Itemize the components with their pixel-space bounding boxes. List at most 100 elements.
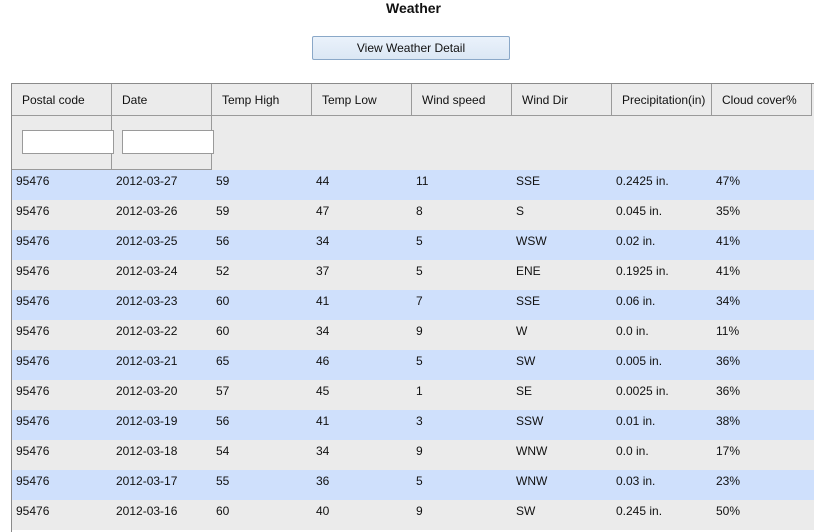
column-header-date[interactable]: Date xyxy=(112,84,212,116)
table-row[interactable]: 95476 2012-03-25 56 34 5 WSW 0.02 in. 41% xyxy=(12,230,814,260)
cell-temp-high: 56 xyxy=(216,234,230,248)
cell-postal-code: 95476 xyxy=(16,174,50,188)
cell-temp-low: 44 xyxy=(316,174,330,188)
cell-wind-dir: SE xyxy=(516,384,533,398)
grid-body: 95476 2012-03-27 59 44 11 SSE 0.2425 in. 47% 954… xyxy=(12,170,814,530)
cell-date: 2012-03-26 xyxy=(116,204,178,218)
cell-wind-speed: 5 xyxy=(416,234,423,248)
cell-postal-code: 95476 xyxy=(16,204,50,218)
column-header-wind-speed[interactable]: Wind speed xyxy=(412,84,512,116)
cell-date: 2012-03-20 xyxy=(116,384,178,398)
filter-cell-postal-code xyxy=(12,116,114,170)
cell-postal-code: 95476 xyxy=(16,234,50,248)
cell-cloud-cover: 36% xyxy=(716,354,741,368)
cell-temp-low: 34 xyxy=(316,234,330,248)
cell-temp-high: 59 xyxy=(216,174,230,188)
cell-temp-low: 41 xyxy=(316,294,330,308)
cell-temp-low: 47 xyxy=(316,204,330,218)
cell-postal-code: 95476 xyxy=(16,384,50,398)
cell-precipitation: 0.01 in. xyxy=(616,414,656,428)
cell-temp-low: 37 xyxy=(316,264,330,278)
postal-code-filter-input[interactable] xyxy=(22,130,114,154)
cell-wind-speed: 11 xyxy=(416,174,429,188)
grid-header: Postal code Date Temp High Temp Low Wind… xyxy=(12,84,814,116)
cell-postal-code: 95476 xyxy=(16,474,50,488)
cell-precipitation: 0.045 in. xyxy=(616,204,663,218)
cell-precipitation: 0.1925 in. xyxy=(616,264,669,278)
cell-postal-code: 95476 xyxy=(16,354,50,368)
cell-temp-low: 40 xyxy=(316,504,330,518)
table-row[interactable]: 95476 2012-03-19 56 41 3 SSW 0.01 in. 38% xyxy=(12,410,814,440)
cell-wind-speed: 9 xyxy=(416,504,423,518)
date-filter-input[interactable] xyxy=(122,130,214,154)
cell-precipitation: 0.245 in. xyxy=(616,504,663,518)
table-row[interactable]: 95476 2012-03-26 59 47 8 S 0.045 in. 35% xyxy=(12,200,814,230)
cell-cloud-cover: 17% xyxy=(716,444,741,458)
table-row[interactable]: 95476 2012-03-27 59 44 11 SSE 0.2425 in. 47% xyxy=(12,170,814,200)
cell-wind-dir: SW xyxy=(516,504,536,518)
table-row[interactable]: 95476 2012-03-24 52 37 5 ENE 0.1925 in. 41% xyxy=(12,260,814,290)
cell-wind-speed: 5 xyxy=(416,474,423,488)
cell-wind-dir: SW xyxy=(516,354,536,368)
cell-date: 2012-03-23 xyxy=(116,294,178,308)
cell-precipitation: 0.0 in. xyxy=(616,444,649,458)
cell-postal-code: 95476 xyxy=(16,324,50,338)
cell-cloud-cover: 11% xyxy=(716,324,740,338)
cell-temp-high: 59 xyxy=(216,204,230,218)
cell-temp-high: 65 xyxy=(216,354,230,368)
table-row[interactable]: 95476 2012-03-20 57 45 1 SE 0.0025 in. 36% xyxy=(12,380,814,410)
cell-temp-high: 60 xyxy=(216,504,230,518)
view-weather-detail-button[interactable]: View Weather Detail xyxy=(312,36,510,60)
filter-cell-date xyxy=(112,116,214,170)
column-header-postal-code[interactable]: Postal code xyxy=(12,84,112,116)
cell-wind-dir: S xyxy=(516,204,525,218)
cell-date: 2012-03-21 xyxy=(116,354,178,368)
cell-cloud-cover: 23% xyxy=(716,474,741,488)
cell-precipitation: 0.06 in. xyxy=(616,294,656,308)
cell-date: 2012-03-18 xyxy=(116,444,178,458)
cell-cloud-cover: 38% xyxy=(716,414,741,428)
cell-wind-dir: WNW xyxy=(516,444,548,458)
cell-temp-low: 41 xyxy=(316,414,330,428)
page-title: Weather xyxy=(386,0,441,16)
cell-temp-high: 54 xyxy=(216,444,230,458)
weather-grid: Postal code Date Temp High Temp Low Wind… xyxy=(11,83,814,532)
table-row[interactable]: 95476 2012-03-16 60 40 9 SW 0.245 in. 50% xyxy=(12,500,814,530)
table-row[interactable]: 95476 2012-03-17 55 36 5 WNW 0.03 in. 23% xyxy=(12,470,814,500)
cell-temp-low: 36 xyxy=(316,474,330,488)
cell-temp-low: 34 xyxy=(316,444,330,458)
cell-cloud-cover: 47% xyxy=(716,174,741,188)
cell-wind-dir: WNW xyxy=(516,474,548,488)
cell-temp-high: 52 xyxy=(216,264,230,278)
table-row[interactable]: 95476 2012-03-21 65 46 5 SW 0.005 in. 36% xyxy=(12,350,814,380)
cell-cloud-cover: 36% xyxy=(716,384,741,398)
cell-wind-dir: W xyxy=(516,324,528,338)
table-row[interactable]: 95476 2012-03-23 60 41 7 SSE 0.06 in. 34% xyxy=(12,290,814,320)
column-header-temp-low[interactable]: Temp Low xyxy=(312,84,412,116)
filter-row xyxy=(12,116,814,170)
cell-wind-dir: WSW xyxy=(516,234,547,248)
cell-postal-code: 95476 xyxy=(16,444,50,458)
table-row[interactable]: 95476 2012-03-22 60 34 9 W 0.0 in. 11% xyxy=(12,320,814,350)
column-header-cloud-cover[interactable]: Cloud cover% xyxy=(712,84,812,116)
cell-postal-code: 95476 xyxy=(16,414,50,428)
cell-wind-speed: 5 xyxy=(416,354,423,368)
cell-date: 2012-03-27 xyxy=(116,174,178,188)
cell-date: 2012-03-24 xyxy=(116,264,178,278)
cell-precipitation: 0.2425 in. xyxy=(616,174,669,188)
cell-postal-code: 95476 xyxy=(16,294,50,308)
cell-postal-code: 95476 xyxy=(16,504,50,518)
cell-cloud-cover: 50% xyxy=(716,504,741,518)
cell-precipitation: 0.0025 in. xyxy=(616,384,669,398)
cell-date: 2012-03-25 xyxy=(116,234,178,248)
cell-cloud-cover: 34% xyxy=(716,294,741,308)
table-row[interactable]: 95476 2012-03-18 54 34 9 WNW 0.0 in. 17% xyxy=(12,440,814,470)
cell-wind-speed: 5 xyxy=(416,264,423,278)
column-header-wind-dir[interactable]: Wind Dir xyxy=(512,84,612,116)
cell-date: 2012-03-16 xyxy=(116,504,178,518)
cell-temp-high: 56 xyxy=(216,414,230,428)
cell-temp-low: 45 xyxy=(316,384,330,398)
cell-wind-speed: 8 xyxy=(416,204,423,218)
column-header-temp-high[interactable]: Temp High xyxy=(212,84,312,116)
column-header-precipitation[interactable]: Precipitation(in) xyxy=(612,84,712,116)
